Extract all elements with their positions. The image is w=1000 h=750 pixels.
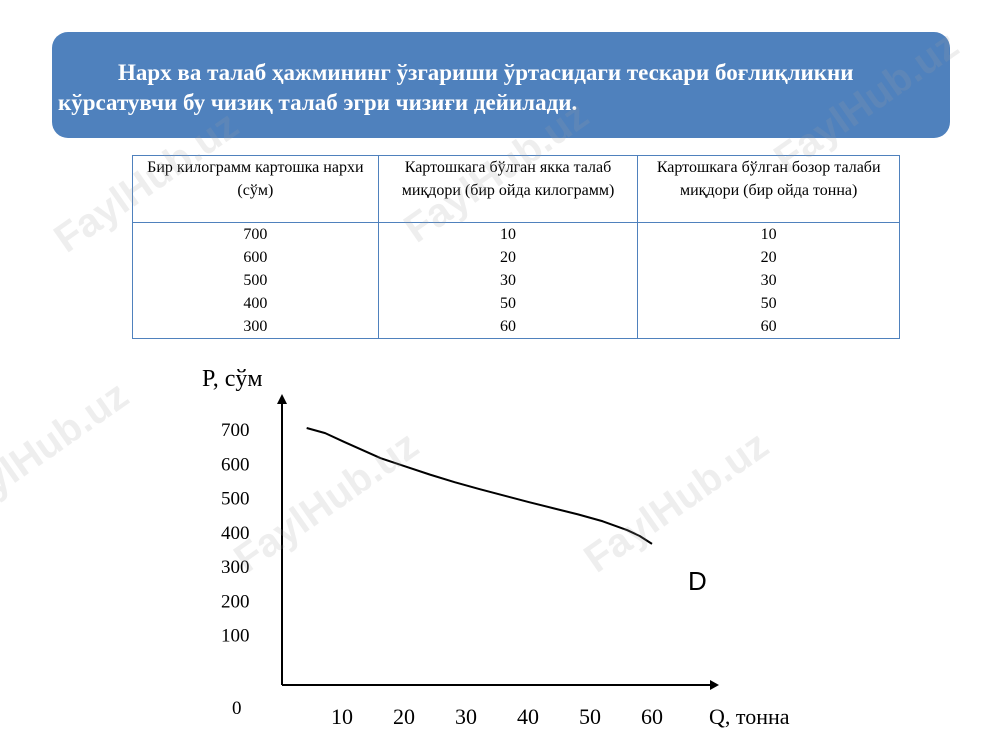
table-cell: 400 — [243, 295, 268, 312]
x-tick-label: 10 — [331, 704, 353, 729]
table-cell: 20 — [760, 249, 777, 266]
y-tick-label: 400 — [221, 523, 250, 544]
table-cell: 50 — [760, 295, 777, 312]
header-market-demand: Картошкага бўлган бозор талаби миқдори (… — [637, 155, 900, 223]
y-tick-label: 0 — [232, 698, 242, 719]
table-row: 700 600 500 400 300 10 20 30 50 60 10 20… — [132, 222, 900, 339]
table-cell: 10 — [500, 226, 516, 243]
curve-label-d: D — [688, 566, 707, 596]
banner-text: Нарх ва талаб ҳажмининг ўзгариши ўртасид… — [58, 60, 854, 115]
table-cell: 20 — [500, 249, 516, 266]
table-cell: 60 — [760, 318, 777, 335]
table-cell: 10 — [760, 226, 777, 243]
y-tick-label: 200 — [221, 591, 250, 612]
chart-layer: P, сўм Q, тонна 700 600 500 400 300 200 100 0 10 20… — [202, 366, 790, 729]
x-axis-arrow — [710, 680, 719, 690]
individual-demand-column-values: 10 20 30 50 60 — [377, 222, 639, 339]
y-axis-arrow — [277, 394, 287, 404]
header-price: Бир килограмм картошка нархи (сўм) — [132, 155, 379, 223]
table-cell: 300 — [243, 318, 268, 335]
table-cell: 700 — [243, 226, 268, 243]
table-cell: 30 — [500, 272, 516, 289]
table-header-row: Бир килограмм картошка нархи (сўм) Карто… — [132, 155, 900, 223]
y-tick-label: 500 — [221, 489, 250, 510]
market-demand-column-values: 10 20 30 50 60 — [637, 222, 900, 339]
x-axis-label: Q, тонна — [709, 704, 790, 729]
y-axis-label: P, сўм — [202, 366, 263, 392]
x-tick-label: 50 — [579, 704, 601, 729]
table-cell: 50 — [500, 295, 516, 312]
table-cell: 30 — [760, 272, 777, 289]
table-cell: 500 — [243, 272, 268, 289]
x-tick-label: 20 — [393, 704, 415, 729]
y-tick-label: 600 — [221, 454, 250, 475]
x-tick-label: 60 — [641, 704, 663, 729]
demand-table: Бир килограмм картошка нархи (сўм) Карто… — [132, 155, 900, 339]
title-banner — [52, 32, 950, 138]
x-tick-label: 30 — [455, 704, 477, 729]
y-tick-label: 300 — [221, 557, 250, 578]
table-cell: 600 — [243, 249, 268, 266]
price-column-values: 700 600 500 400 300 — [132, 222, 379, 339]
y-tick-label: 700 — [221, 420, 250, 441]
table-cell: 60 — [500, 318, 516, 335]
y-tick-label: 100 — [221, 626, 250, 647]
demand-curve — [306, 427, 653, 545]
x-tick-label: 40 — [517, 704, 539, 729]
